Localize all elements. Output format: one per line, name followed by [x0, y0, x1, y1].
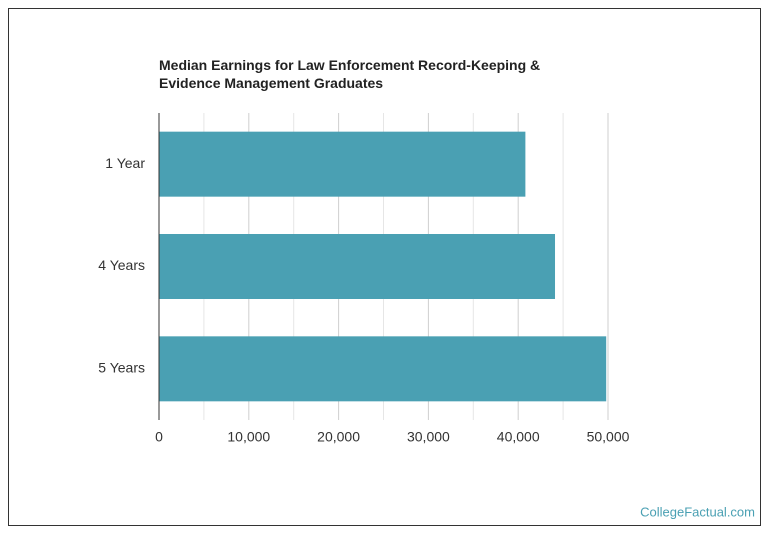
bar: [159, 234, 556, 299]
bar: [159, 131, 526, 197]
x-tick-label: 0: [155, 429, 163, 445]
x-tick-label: 20,000: [317, 429, 360, 445]
x-tick-label: 40,000: [497, 429, 540, 445]
chart-title: Median Earnings for Law Enforcement Reco…: [159, 57, 541, 91]
y-tick-label: 5 Years: [98, 360, 145, 376]
y-tick-label: 1 Year: [105, 155, 145, 171]
x-tick-label: 50,000: [587, 429, 630, 445]
watermark: CollegeFactual.com: [640, 504, 755, 519]
y-tick-label: 4 Years: [98, 257, 145, 273]
x-tick-label: 10,000: [227, 429, 270, 445]
x-tick-label: 30,000: [407, 429, 450, 445]
bar: [159, 336, 607, 402]
frame: [8, 8, 761, 526]
